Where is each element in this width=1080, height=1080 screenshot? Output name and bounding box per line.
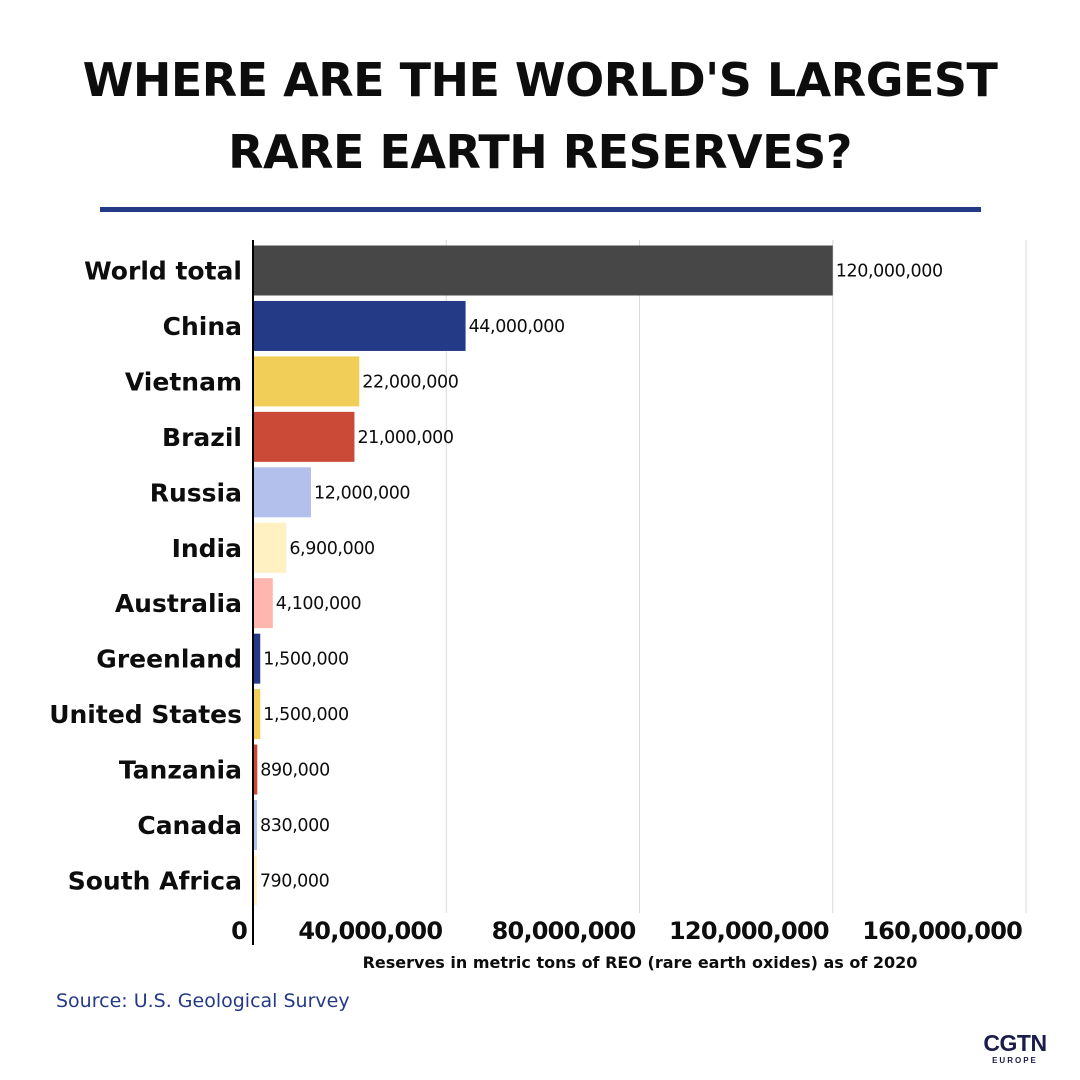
x-tick-label: 120,000,000 xyxy=(669,917,829,945)
x-tick-label: 0 xyxy=(231,917,247,945)
category-label: South Africa xyxy=(68,866,242,895)
category-label: Australia xyxy=(115,589,242,618)
chart-title-line-2: RARE EARTH RESERVES? xyxy=(228,125,852,179)
x-tick-label: 40,000,000 xyxy=(298,917,442,945)
bar xyxy=(253,467,311,518)
bar xyxy=(253,300,466,351)
x-axis-title: Reserves in metric tons of REO (rare ear… xyxy=(362,953,918,972)
bar xyxy=(253,245,833,296)
bar-value-label: 890,000 xyxy=(260,761,330,781)
category-label: Russia xyxy=(150,478,242,507)
x-tick-label: 80,000,000 xyxy=(492,917,636,945)
bar-value-label: 790,000 xyxy=(260,871,330,891)
logo-wordmark: CGTN xyxy=(983,1030,1047,1056)
bar-value-label: 830,000 xyxy=(260,816,330,836)
bar xyxy=(253,411,355,462)
title-divider xyxy=(100,207,981,212)
category-label: Canada xyxy=(137,811,242,840)
x-tick-label: 160,000,000 xyxy=(862,917,1022,945)
source-note: Source: U.S. Geological Survey xyxy=(56,990,350,1012)
cgtn-europe-logo: CGTN EUROPE xyxy=(975,1030,1055,1066)
bar xyxy=(253,744,258,795)
bar-value-label: 21,000,000 xyxy=(357,428,453,448)
bar xyxy=(253,800,258,850)
bar xyxy=(253,578,273,629)
bar xyxy=(253,633,261,684)
bar xyxy=(253,356,360,407)
category-label: India xyxy=(172,534,242,563)
category-label: Greenland xyxy=(96,645,242,674)
bar xyxy=(253,689,261,740)
category-label: Brazil xyxy=(162,423,242,452)
bar-value-label: 6,900,000 xyxy=(289,539,374,559)
chart-title: WHERE ARE THE WORLD'S LARGEST RARE EARTH… xyxy=(40,44,1040,188)
chart-title-line-1: WHERE ARE THE WORLD'S LARGEST xyxy=(82,53,998,107)
bar xyxy=(253,522,287,573)
category-label: United States xyxy=(49,700,242,729)
bar xyxy=(253,855,257,906)
bar-value-label: 44,000,000 xyxy=(469,317,565,337)
category-label: Vietnam xyxy=(125,367,242,396)
category-label: China xyxy=(163,312,242,341)
bar-value-label: 120,000,000 xyxy=(836,262,943,282)
logo-subtitle: EUROPE xyxy=(992,1056,1038,1065)
bar-value-label: 1,500,000 xyxy=(263,650,348,670)
bar-value-label: 4,100,000 xyxy=(276,594,361,614)
category-label: Tanzania xyxy=(119,756,242,785)
bar-value-label: 1,500,000 xyxy=(263,705,348,725)
bar-value-label: 12,000,000 xyxy=(314,483,410,503)
bar-value-label: 22,000,000 xyxy=(362,372,458,392)
category-label: World total xyxy=(84,257,242,286)
